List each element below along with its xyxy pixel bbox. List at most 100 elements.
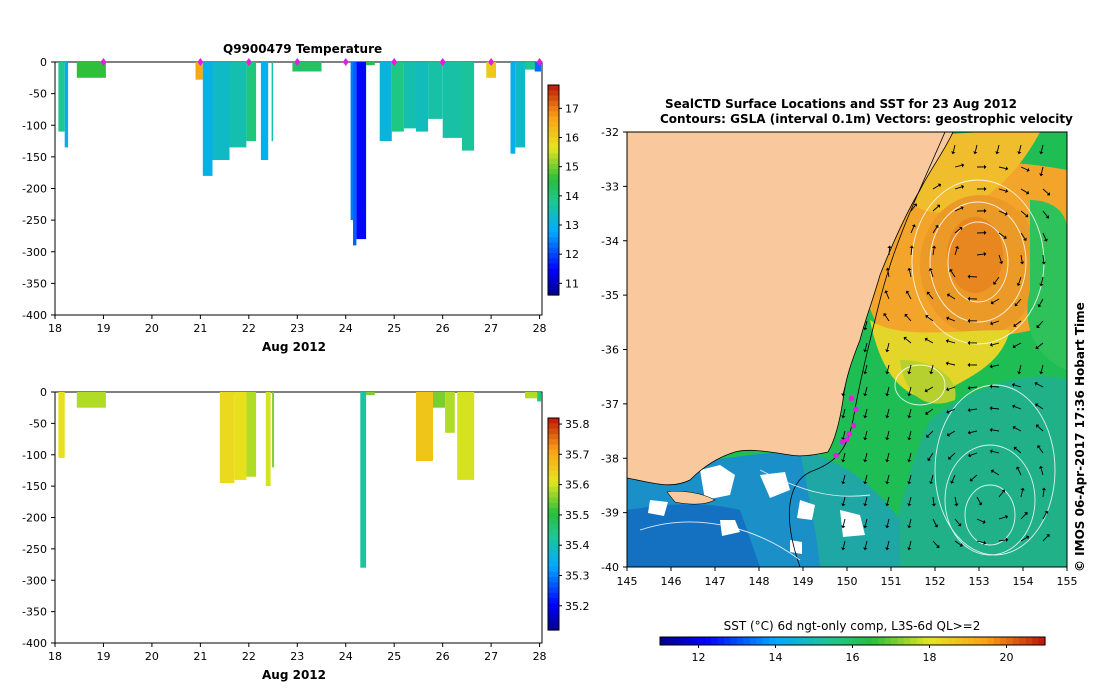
velocity-arrowhead bbox=[934, 524, 939, 528]
velocity-vector bbox=[908, 430, 912, 438]
velocity-arrowhead bbox=[905, 290, 910, 294]
velocity-arrowhead bbox=[907, 393, 912, 397]
profile-bar-22 bbox=[486, 62, 496, 78]
lon-tick-label: 146 bbox=[661, 575, 682, 588]
velocity-arrowhead bbox=[989, 364, 993, 369]
velocity-vector bbox=[994, 276, 1000, 283]
velocity-vector bbox=[886, 474, 890, 482]
velocity-arrowhead bbox=[954, 503, 959, 507]
profile-bar-19 bbox=[428, 62, 443, 119]
velocity-arrowhead bbox=[907, 415, 912, 419]
sst-colorbar-swatch bbox=[858, 637, 866, 645]
colorbar-swatch bbox=[548, 226, 559, 233]
velocity-arrowhead bbox=[993, 281, 997, 285]
velocity-arrowhead bbox=[936, 544, 940, 549]
sst-colorbar-swatch bbox=[679, 637, 687, 645]
colorbar-swatch bbox=[548, 179, 559, 186]
velocity-vector bbox=[906, 315, 912, 322]
velocity-arrowhead bbox=[1024, 512, 1028, 516]
colorbar-swatch bbox=[548, 486, 559, 493]
velocity-vector bbox=[908, 474, 912, 482]
colorbar-tick-label: 16 bbox=[565, 132, 579, 145]
colorbar-swatch bbox=[548, 545, 559, 552]
velocity-vector bbox=[1016, 298, 1022, 305]
sst-colorbar-swatch bbox=[711, 637, 719, 645]
velocity-arrowhead bbox=[961, 163, 965, 168]
velocity-arrowhead bbox=[999, 260, 1004, 265]
colorbar-swatch bbox=[548, 116, 559, 123]
velocity-vector bbox=[1040, 144, 1044, 152]
colorbar-tick-label: 35.3 bbox=[565, 569, 590, 582]
colorbar-swatch bbox=[548, 153, 559, 160]
x-tick-label: 21 bbox=[193, 322, 207, 335]
velocity-arrowhead bbox=[1003, 235, 1007, 239]
velocity-vector bbox=[886, 386, 890, 394]
profile-time-markers bbox=[100, 58, 543, 66]
colorbar-swatch bbox=[548, 624, 559, 631]
velocity-vector bbox=[976, 518, 984, 523]
velocity-arrowhead bbox=[841, 459, 846, 463]
velocity-vector bbox=[927, 430, 934, 437]
velocity-vector bbox=[927, 408, 934, 414]
velocity-vector bbox=[926, 339, 934, 344]
profile-bar-26 bbox=[534, 62, 541, 72]
sst-colorbar-swatch bbox=[1000, 637, 1008, 645]
profile-bar-23 bbox=[510, 62, 516, 154]
velocity-arrowhead bbox=[925, 315, 929, 319]
sst-field bbox=[627, 132, 1067, 567]
seal-location bbox=[844, 436, 850, 443]
y-tick-label: -200 bbox=[22, 512, 47, 525]
velocity-arrowhead bbox=[885, 267, 891, 271]
velocity-arrowhead bbox=[967, 318, 971, 324]
velocity-arrowhead bbox=[983, 230, 987, 235]
sst-colorbar-swatch bbox=[1032, 637, 1040, 645]
velocity-arrowhead bbox=[841, 547, 846, 551]
velocity-arrowhead bbox=[989, 449, 993, 454]
velocity-arrowhead bbox=[885, 371, 890, 375]
x-tick-label: 23 bbox=[290, 322, 304, 335]
colorbar-swatch bbox=[548, 460, 559, 467]
velocity-vector bbox=[992, 450, 1000, 454]
colorbar-swatch bbox=[548, 195, 559, 202]
x-tick-label: 25 bbox=[387, 650, 401, 663]
velocity-vector bbox=[1042, 512, 1047, 520]
velocity-vector bbox=[948, 318, 956, 322]
velocity-vector bbox=[949, 452, 956, 459]
sst-colorbar-swatch bbox=[788, 637, 796, 645]
velocity-arrowhead bbox=[1037, 445, 1041, 449]
velocity-vector bbox=[864, 430, 868, 438]
sst-colorbar-swatch bbox=[948, 637, 956, 645]
colorbar-swatch bbox=[548, 608, 559, 615]
y-tick-label: -400 bbox=[22, 637, 47, 650]
velocity-vector bbox=[1015, 448, 1022, 454]
colorbar-swatch bbox=[548, 433, 559, 440]
sst-colorbar-swatch bbox=[980, 637, 988, 645]
colorbar-swatch bbox=[548, 513, 559, 520]
colorbar-swatch bbox=[548, 247, 559, 254]
sst-colorbar-swatch bbox=[1025, 637, 1033, 645]
y-tick-label: -50 bbox=[29, 88, 47, 101]
velocity-vector bbox=[948, 408, 956, 413]
velocity-arrowhead bbox=[1020, 487, 1025, 491]
velocity-vector bbox=[864, 518, 868, 526]
velocity-arrowhead bbox=[989, 406, 993, 411]
velocity-vector bbox=[842, 430, 846, 438]
profile-bar-13 bbox=[356, 62, 367, 240]
velocity-arrowhead bbox=[931, 245, 937, 249]
colorbar-swatch bbox=[548, 561, 559, 567]
velocity-vector bbox=[842, 408, 846, 416]
velocity-vector bbox=[976, 253, 984, 256]
warm-eddy-center bbox=[947, 217, 1003, 293]
sst-colorbar-swatch bbox=[903, 637, 911, 645]
velocity-arrowhead bbox=[907, 437, 912, 441]
sst-colorbar-swatch bbox=[871, 637, 879, 645]
sst-colorbar-swatch bbox=[762, 637, 770, 645]
temperature-y-axis: 0 -50 -100 -150 -200 -250 -300 -350 -400 bbox=[22, 56, 55, 322]
lat-tick-label: -38 bbox=[601, 452, 619, 465]
colorbar-frame bbox=[547, 84, 560, 296]
seal-location bbox=[846, 430, 852, 437]
profile-bar-15 bbox=[379, 62, 392, 142]
profile-bar-0 bbox=[58, 62, 65, 132]
sst-colorbar-swatch bbox=[833, 637, 841, 645]
velocity-arrowhead bbox=[1023, 237, 1027, 241]
